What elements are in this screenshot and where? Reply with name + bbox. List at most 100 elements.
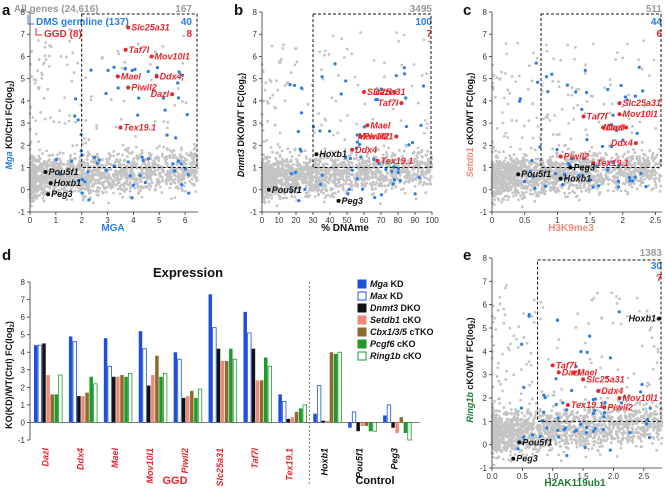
background-point [137, 190, 141, 194]
dms-germline-point [339, 92, 343, 96]
background-point [29, 105, 32, 109]
background-point [41, 196, 45, 200]
background-point [63, 96, 66, 100]
background-point [304, 180, 307, 184]
background-point [165, 161, 169, 165]
background-point [165, 157, 169, 161]
background-point [520, 191, 524, 194]
background-point [281, 46, 285, 50]
background-point [498, 77, 501, 81]
background-point [502, 150, 505, 154]
background-point [68, 28, 72, 31]
background-point [632, 182, 636, 186]
background-point [566, 43, 570, 47]
background-point [597, 175, 601, 178]
background-point [121, 167, 125, 171]
dms-germline-point [289, 172, 294, 176]
background-point [555, 155, 559, 159]
background-point [320, 188, 324, 192]
background-point [37, 140, 40, 144]
dms-germline-point [292, 83, 297, 88]
background-point [261, 200, 264, 203]
background-point [290, 177, 294, 181]
background-point [161, 178, 165, 182]
background-point [387, 146, 391, 150]
x-tick-label: 1 [54, 216, 59, 225]
background-point [145, 169, 149, 173]
background-point [318, 188, 321, 192]
dms-germline-point [384, 167, 388, 172]
background-point [91, 201, 95, 205]
background-point [659, 174, 663, 178]
background-point [100, 57, 104, 60]
background-point [131, 177, 135, 181]
y-axis-label-d: KO(KD)/WT(Ctrl) FC(log2) [4, 321, 16, 429]
background-point [626, 150, 630, 154]
gene-label-mael: Mael [370, 120, 391, 130]
background-point [533, 190, 537, 194]
gene-point-mael [115, 74, 120, 79]
background-point [329, 186, 333, 190]
background-point [294, 163, 298, 167]
background-point [103, 186, 106, 189]
background-point [89, 95, 93, 98]
dms-germline-point [344, 79, 348, 83]
background-point [424, 118, 427, 122]
background-point [548, 161, 552, 164]
background-point [283, 176, 287, 179]
background-point [402, 33, 406, 37]
count-dms-e: 30 [651, 261, 663, 272]
background-point [339, 173, 343, 177]
background-point [402, 181, 406, 185]
background-point [382, 176, 386, 180]
background-point [357, 175, 361, 178]
background-point [132, 157, 135, 161]
background-point [93, 181, 97, 185]
background-point [399, 119, 403, 123]
background-point [261, 195, 264, 199]
dms-germline-point [350, 168, 354, 172]
background-point [295, 60, 299, 64]
background-point [138, 171, 141, 175]
background-point [633, 151, 637, 155]
background-point [325, 162, 329, 166]
background-point [404, 144, 408, 148]
background-point [412, 150, 416, 154]
background-point [192, 157, 196, 161]
background-point [536, 182, 540, 186]
x-axis-label-a: MGA [101, 223, 124, 234]
background-point [375, 176, 378, 180]
background-point [579, 186, 583, 190]
dms-germline-point [54, 157, 58, 162]
y-axis-label-a: Mga KD/Ctrl FC(log2) [4, 81, 16, 170]
background-point [500, 200, 504, 204]
background-point [266, 166, 269, 170]
background-point [276, 142, 280, 146]
background-point [278, 155, 282, 159]
background-point [631, 125, 634, 128]
background-point [500, 174, 504, 178]
dms-germline-point [73, 97, 78, 101]
background-point [56, 153, 59, 157]
background-point [120, 66, 124, 70]
background-point [577, 87, 581, 91]
background-point [577, 198, 581, 202]
background-point [336, 131, 340, 135]
background-point [530, 79, 534, 83]
dms-germline-point [299, 86, 304, 90]
dms-germline-point [165, 133, 169, 137]
dms-germline-point [106, 68, 110, 72]
background-point [34, 81, 37, 85]
background-point [636, 162, 640, 166]
count-dms-b: 100 [415, 17, 432, 28]
background-point [606, 189, 610, 192]
scatter-plot-b: 0 10 20 30 40 50 60 70 80 90 100-1012345678Slc25a3… [250, 8, 439, 225]
background-point [32, 191, 36, 195]
background-point [88, 152, 91, 156]
background-point [127, 146, 131, 150]
background-point [94, 189, 98, 193]
background-point [196, 166, 200, 170]
background-point [56, 162, 59, 166]
background-point [68, 39, 72, 43]
background-point [63, 121, 67, 125]
